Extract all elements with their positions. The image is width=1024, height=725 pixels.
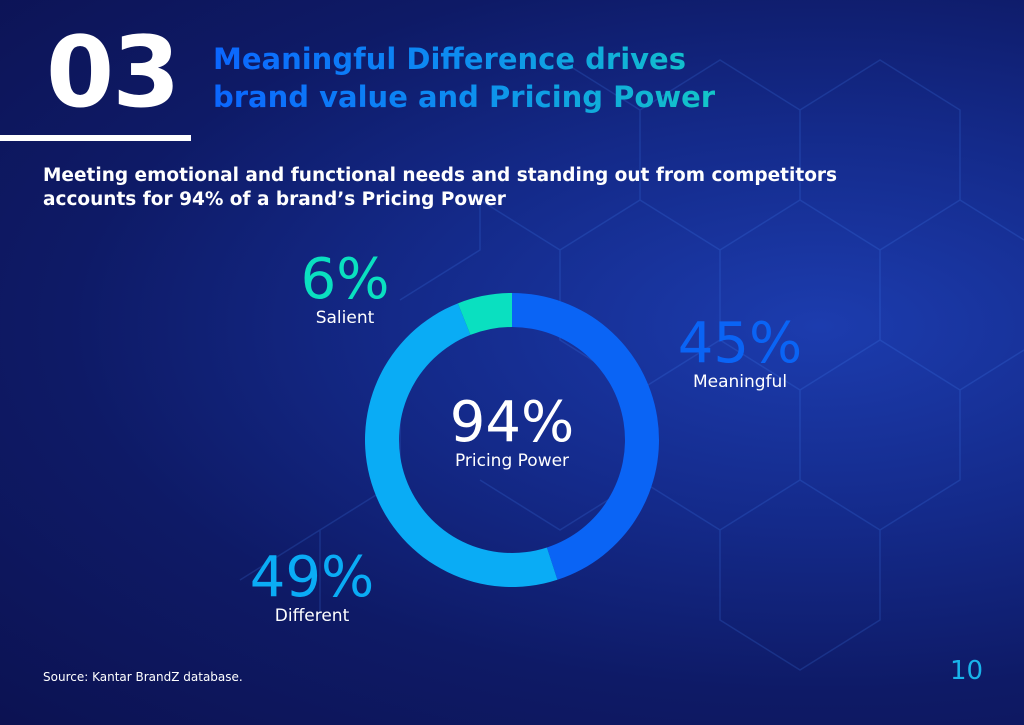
donut-slice-meaningful bbox=[512, 293, 659, 580]
meaningful-name: Meaningful bbox=[692, 372, 788, 392]
donut-slice-different bbox=[365, 303, 558, 587]
center-caption: Pricing Power bbox=[454, 451, 570, 471]
different-value: 49% bbox=[249, 545, 375, 610]
source-note: Source: Kantar BrandZ database. bbox=[43, 670, 243, 684]
subtitle: Meeting emotional and functional needs a… bbox=[43, 164, 837, 212]
salient-name: Salient bbox=[315, 308, 375, 328]
section-underline bbox=[0, 135, 191, 141]
subtitle-line-1: Meeting emotional and functional needs a… bbox=[43, 165, 838, 186]
donut-slice-salient bbox=[457, 293, 512, 335]
slice-label-salient: 6% Salient bbox=[270, 247, 420, 329]
page-number: 10 bbox=[950, 656, 984, 686]
salient-value: 6% bbox=[300, 247, 390, 312]
slice-label-different: 49% Different bbox=[232, 545, 392, 627]
center-label: 94% Pricing Power bbox=[412, 390, 612, 472]
different-name: Different bbox=[274, 606, 350, 626]
slice-label-meaningful: 45% Meaningful bbox=[660, 311, 820, 393]
section-number: 03 bbox=[46, 16, 180, 130]
subtitle-line-2: accounts for 94% of a brand’s Pricing Po… bbox=[43, 189, 506, 210]
center-value: 94% bbox=[449, 390, 575, 455]
meaningful-value: 45% bbox=[677, 311, 803, 376]
